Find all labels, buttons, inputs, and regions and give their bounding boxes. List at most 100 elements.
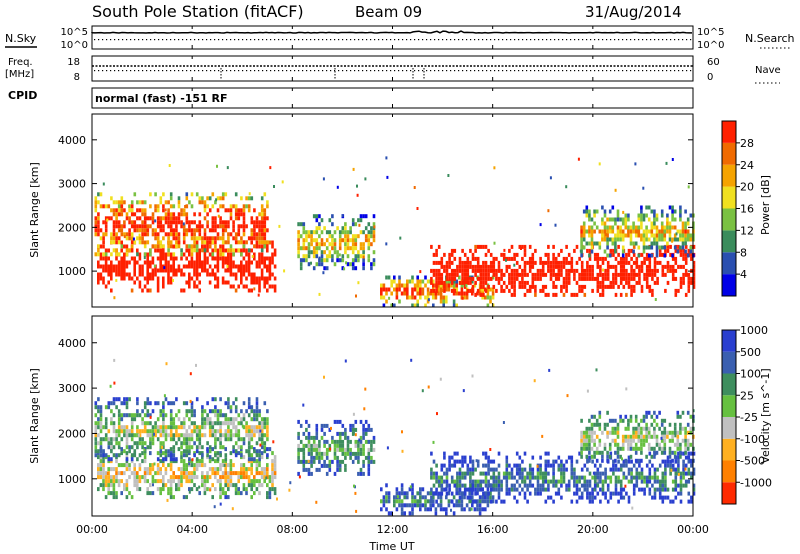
power-cell [660, 233, 664, 238]
power-cell [479, 284, 483, 289]
velocity-cell [180, 433, 183, 438]
nave-dot [302, 70, 304, 72]
velocity-cell [149, 441, 152, 446]
power-cell [676, 249, 680, 254]
power-cell [614, 276, 618, 281]
power-cell [333, 250, 337, 255]
velocity-cell [247, 467, 251, 472]
power-cell [575, 292, 579, 297]
velocity-cell [604, 479, 607, 484]
power-cell [143, 276, 147, 281]
velocity-cell [445, 511, 448, 516]
power-cell [372, 222, 376, 227]
power-cell [242, 208, 246, 213]
nsearch-dot [410, 39, 412, 41]
power-cell [258, 256, 261, 261]
power-cell [110, 196, 113, 201]
power-cell [273, 288, 277, 293]
velocity-cell [679, 426, 682, 431]
power-cell [534, 248, 537, 253]
velocity-cell [419, 487, 422, 492]
velocity-cell [387, 499, 391, 504]
power-cell [606, 225, 609, 230]
power-cell [479, 280, 483, 285]
power-cell [115, 224, 118, 229]
velocity-cell [458, 503, 461, 508]
velocity-cell [408, 511, 412, 516]
velocity-cell [435, 491, 438, 496]
power-cell [604, 268, 607, 273]
velocity-cell [460, 495, 464, 500]
power-cell [582, 245, 586, 250]
power-cell [684, 229, 687, 234]
power-cell [560, 268, 563, 273]
velocity-cell [172, 401, 176, 406]
velocity-cell [231, 507, 234, 511]
velocity-cell [110, 441, 113, 446]
velocity-cell [630, 467, 633, 472]
power-cell [336, 185, 339, 189]
power-cell [476, 276, 480, 281]
velocity-cell [426, 507, 430, 512]
power-cell [484, 268, 488, 273]
velocity-cell [346, 439, 350, 444]
velocity-cell [336, 447, 339, 452]
power-cell [302, 242, 306, 247]
power-cell [297, 242, 300, 247]
power-cell [146, 256, 149, 261]
power-cell [221, 220, 225, 225]
power-cell [682, 256, 685, 261]
velocity-cell [661, 499, 665, 504]
power-cell [601, 292, 605, 297]
power-cell [224, 256, 227, 261]
power-cell [224, 192, 228, 197]
power-cell [232, 204, 235, 209]
velocity-cell [159, 425, 163, 430]
power-cell [99, 244, 103, 249]
power-cell [668, 205, 672, 210]
power-cell [684, 209, 687, 214]
velocity-cell [201, 445, 204, 450]
velocity-cell [128, 491, 131, 496]
power-cell [271, 272, 274, 277]
velocity-cell [323, 463, 326, 468]
nsearch-dot [422, 39, 424, 41]
power-cell [482, 268, 485, 273]
nave-dot [546, 70, 548, 72]
power-cell [320, 218, 324, 223]
nave-dot [542, 70, 544, 72]
power-cell [138, 264, 142, 269]
power-cell [627, 213, 630, 218]
velocity-cell [539, 475, 542, 480]
velocity-cell [240, 471, 243, 476]
velocity-cell [586, 479, 589, 484]
power-cell [398, 283, 401, 288]
velocity-cell [214, 445, 217, 450]
velocity-cell [266, 409, 269, 414]
velocity-cell [310, 463, 313, 468]
nave-dot [570, 70, 572, 72]
power-cell [642, 237, 646, 242]
power-cell [250, 280, 253, 285]
power-cell [331, 222, 334, 227]
velocity-cell [240, 421, 243, 426]
velocity-cell [401, 449, 404, 453]
velocity-cell [112, 487, 116, 492]
velocity-cell [102, 437, 105, 442]
power-cell [318, 222, 321, 227]
power-cell [606, 284, 610, 289]
power-cell [616, 209, 620, 214]
power-cell [162, 268, 165, 273]
velocity-cell [495, 487, 498, 492]
velocity-cell [590, 454, 594, 459]
power-cell [632, 272, 636, 277]
power-cell [359, 214, 363, 219]
power-cell [671, 272, 675, 277]
power-cell [388, 296, 391, 300]
nave-dot [438, 70, 440, 72]
power-cell [162, 216, 165, 221]
power-cell [432, 260, 436, 265]
power-cell [149, 288, 152, 293]
velocity-cell [271, 463, 274, 468]
power-cell [595, 241, 599, 246]
